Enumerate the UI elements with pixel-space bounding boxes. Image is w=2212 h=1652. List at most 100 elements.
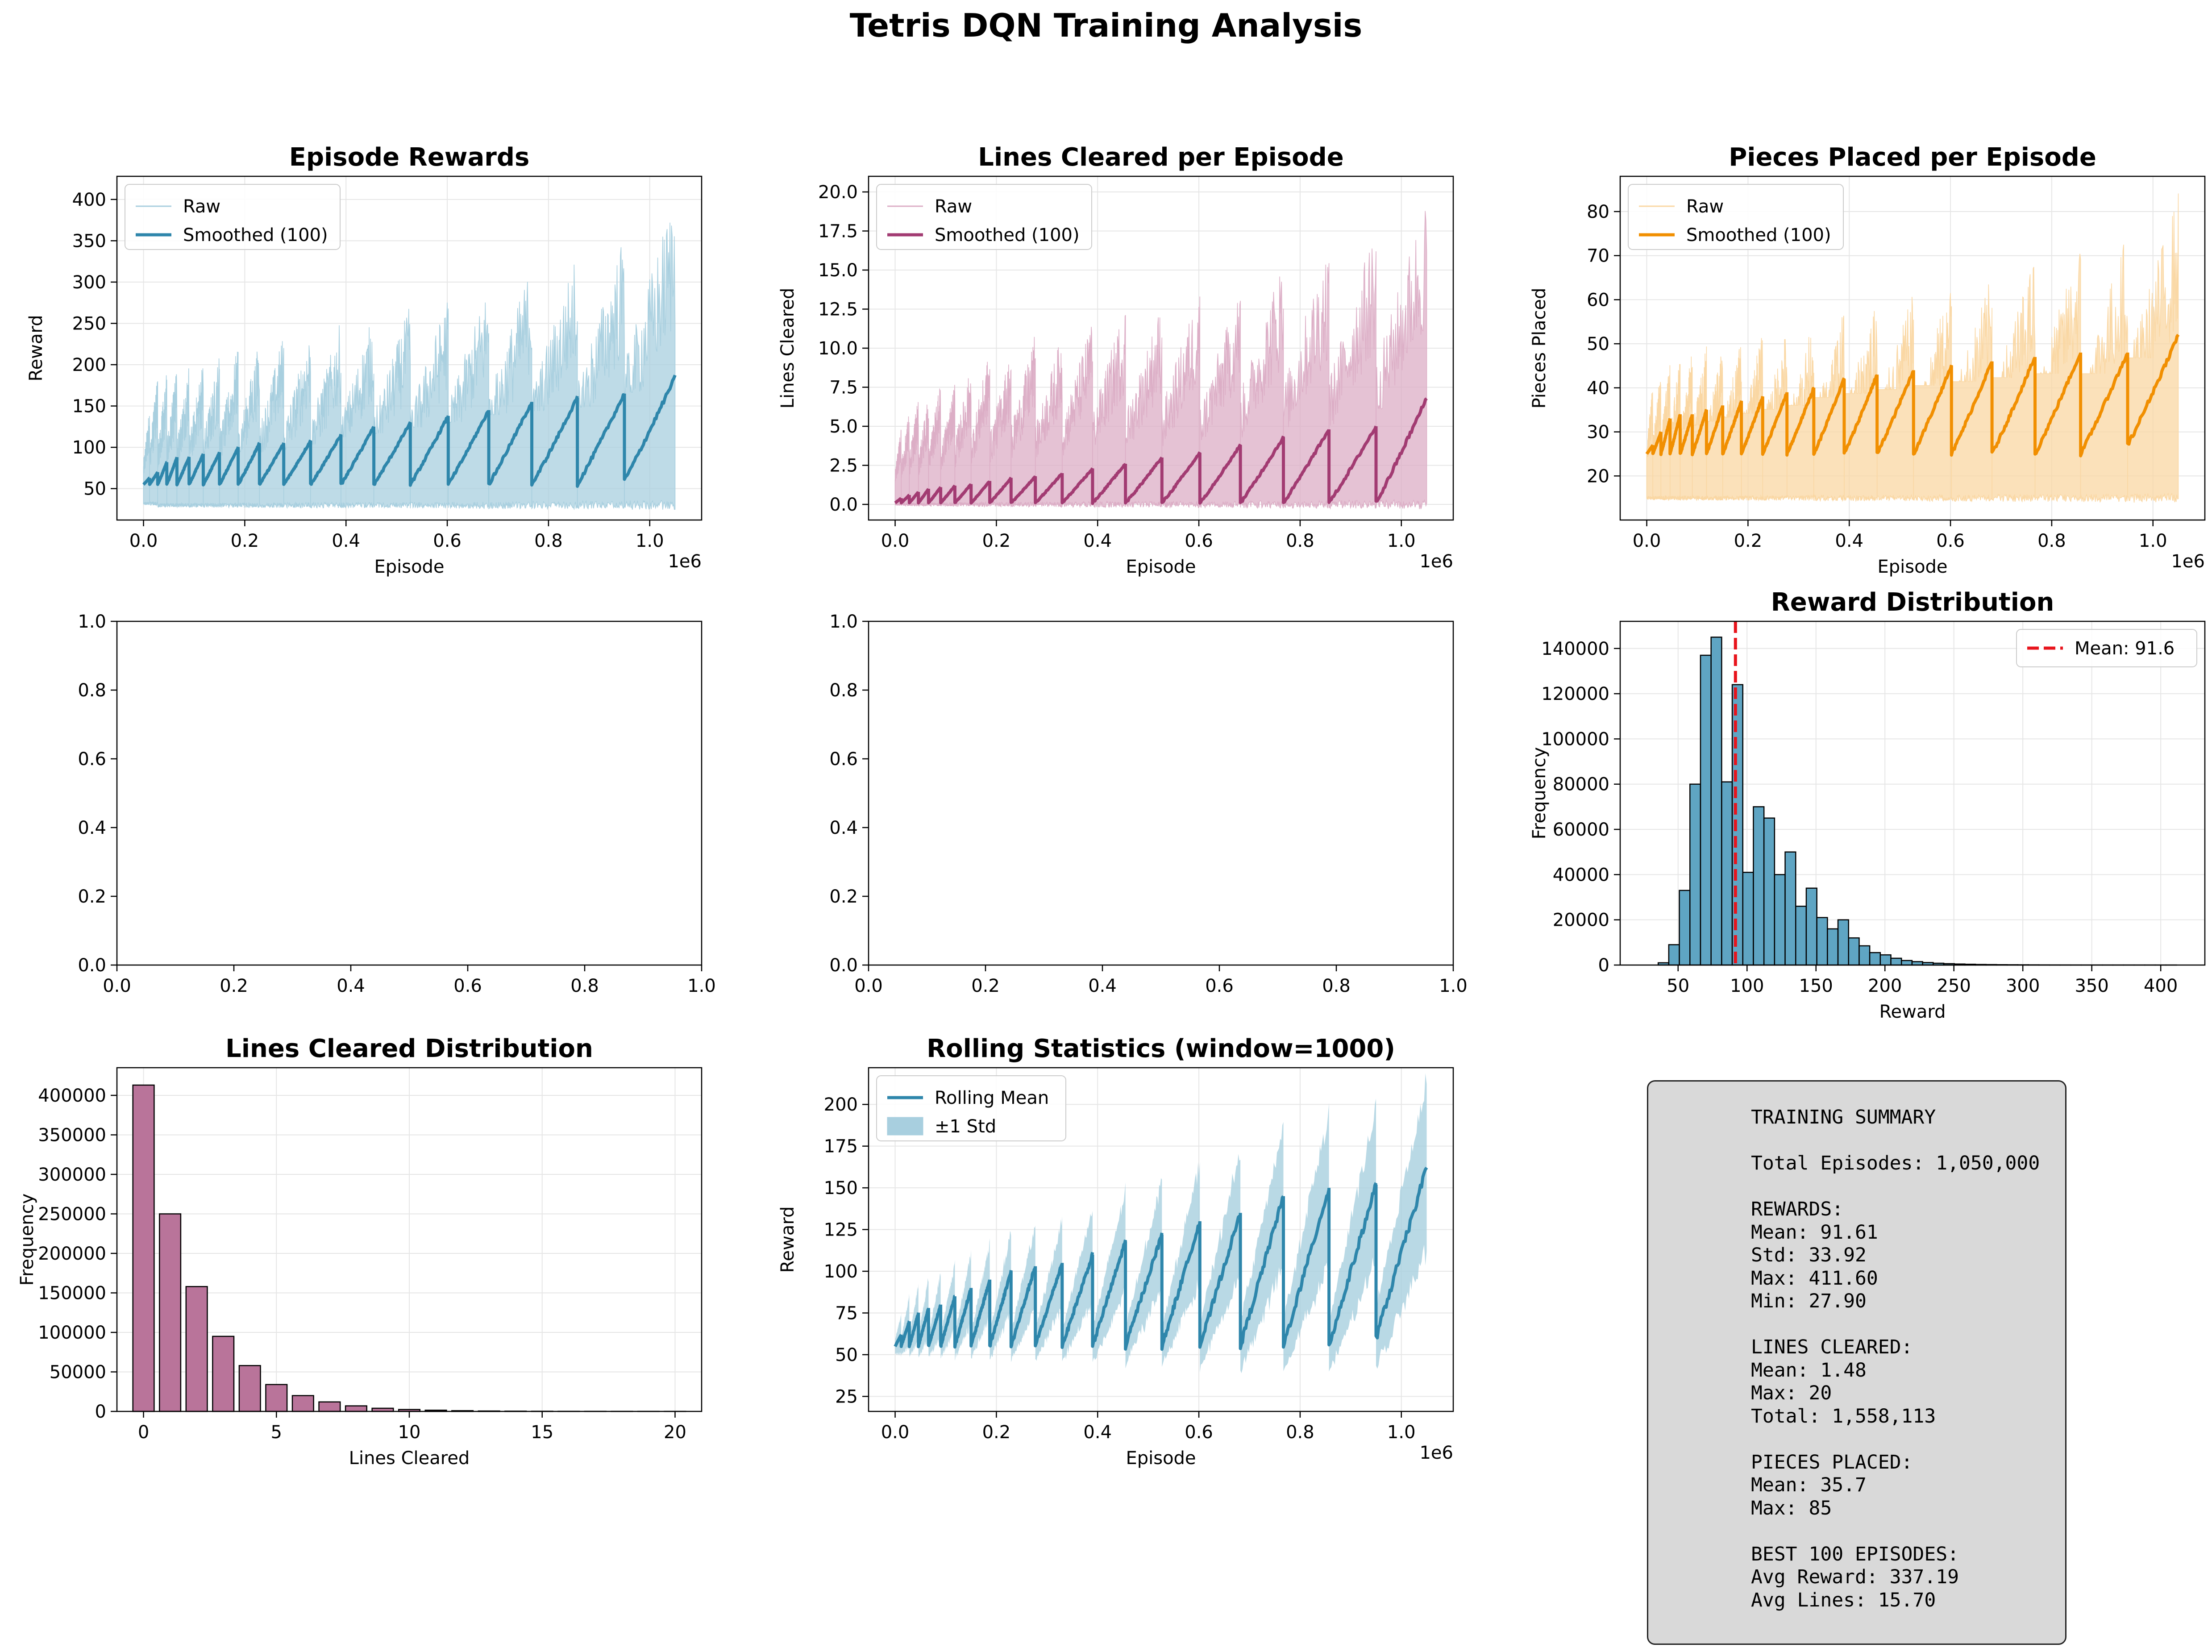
y-tick-label: 100 (72, 437, 106, 458)
y-tick-label: 125 (824, 1220, 858, 1240)
x-tick-label: 0.2 (231, 531, 259, 551)
summary-line: Min: 27.90 (1751, 1290, 1867, 1312)
y-tick-label: 0.8 (78, 680, 106, 701)
summary-line: Max: 20 (1751, 1382, 1832, 1404)
histogram-bar (1721, 781, 1733, 966)
std-band-segment-10 (1035, 1216, 1062, 1361)
x-tick-label: 10 (398, 1422, 421, 1443)
histogram-bar (1805, 887, 1817, 966)
y-tick-label: 0.6 (78, 749, 106, 770)
legend-frame (876, 1075, 1066, 1141)
smoothed-segment-16 (1990, 356, 2037, 454)
smoothed-segment-10 (282, 439, 312, 486)
x-offset-label: 1e6 (668, 551, 702, 572)
histogram-bar (1679, 890, 1691, 966)
smoothed-segment-12 (339, 425, 375, 485)
x-tick-label: 5 (271, 1422, 282, 1443)
y-axis-label: Reward (778, 1207, 798, 1273)
x-axis-label: Reward (1879, 1002, 1946, 1022)
smoothed-segment-7 (218, 446, 240, 486)
x-tick-label: 150 (1799, 976, 1833, 996)
x-tick-label: 0.4 (332, 531, 360, 551)
std-band-segment-16 (1240, 1122, 1284, 1373)
histogram-bar (212, 1336, 235, 1412)
x-tick-label: 0.2 (971, 976, 1000, 996)
summary-line: Total Episodes: 1,050,000 (1751, 1152, 2040, 1174)
histogram-bar (1816, 917, 1828, 966)
smoothed-segment-15 (446, 410, 490, 486)
raw-segment-11 (1062, 327, 1093, 508)
x-tick-label: 0.0 (881, 531, 910, 551)
y-tick-label: 0.0 (829, 495, 858, 515)
histogram-bar (1689, 783, 1701, 966)
x-tick-label: 0.8 (534, 531, 563, 551)
x-tick-label: 0.2 (982, 531, 1011, 551)
y-tick-label: 150 (824, 1178, 858, 1198)
mean-segment-9 (1009, 1266, 1037, 1348)
y-tick-label: 140000 (1541, 639, 1609, 659)
y-tick-label: 40000 (1553, 865, 1609, 885)
x-tick-label: 1.0 (2139, 531, 2167, 551)
x-tick-label: 0.0 (129, 531, 158, 551)
mean-segment-14 (1160, 1222, 1202, 1351)
smoothed-segment-13 (1875, 370, 1915, 454)
y-tick-label: 15.0 (818, 260, 858, 281)
figure-title: Tetris DQN Training Analysis (850, 7, 1363, 44)
legend-frame (1628, 184, 1844, 250)
summary-line: Avg Reward: 337.19 (1751, 1566, 1959, 1588)
chart-title: Pieces Placed per Episode (1729, 143, 2096, 172)
y-tick-label: 20000 (1553, 910, 1609, 931)
x-tick-label: 0.4 (1835, 531, 1863, 551)
x-tick-label: 100 (1730, 976, 1764, 996)
smoothed-segment-16 (487, 402, 533, 486)
x-tick-label: 200 (1868, 976, 1902, 996)
histogram-bar (1890, 957, 1902, 966)
smoothed-segment-3 (917, 487, 930, 505)
histogram-bar (1784, 851, 1796, 966)
y-tick-label: 300 (72, 272, 106, 293)
raw-segment-10 (1035, 347, 1063, 508)
summary-line: LINES CLEARED: (1751, 1336, 1913, 1358)
mean-segment-10 (1034, 1263, 1064, 1348)
y-tick-label: 0.0 (829, 955, 858, 976)
summary-line: PIECES PLACED: (1751, 1451, 1913, 1473)
smoothed-segment-14 (1160, 451, 1202, 504)
mean-segment-19 (1374, 1166, 1428, 1340)
y-tick-label: 350 (72, 231, 106, 251)
y-tick-label: 10.0 (818, 338, 858, 359)
mean-segment-12 (1091, 1239, 1127, 1348)
x-tick-label: 0.8 (1286, 531, 1314, 551)
raw-segment-17 (1283, 263, 1330, 509)
histogram-bar (1742, 872, 1754, 966)
histogram-bar (291, 1395, 314, 1412)
x-tick-label: 0.0 (881, 1422, 910, 1443)
histogram-bar (318, 1401, 341, 1412)
smoothed-segment-18 (576, 393, 625, 488)
y-tick-label: 0.8 (829, 680, 858, 701)
summary-line: TRAINING SUMMARY (1751, 1106, 1936, 1128)
y-tick-label: 7.5 (829, 378, 858, 398)
y-tick-label: 200 (824, 1094, 858, 1115)
smoothed-segment-8 (988, 476, 1013, 504)
x-tick-label: 0.0 (103, 976, 131, 996)
pieces-legend: Raw Smoothed (100) (1628, 184, 1844, 250)
histogram-bar (1774, 874, 1786, 966)
std-band-segment-15 (1200, 1154, 1241, 1373)
x-tick-label: 0.8 (1322, 976, 1351, 996)
pieces-smoothed-series (1645, 333, 2180, 458)
raw-segment-13 (1876, 297, 1914, 502)
histogram-bar (132, 1084, 155, 1412)
y-tick-label: 30 (1587, 422, 1609, 443)
std-band-segment-14 (1162, 1162, 1200, 1367)
raw-segment-7 (1722, 347, 1742, 501)
raw-segment-8 (1741, 338, 1763, 502)
mean-segment-8 (988, 1270, 1013, 1348)
y-tick-label: 17.5 (818, 221, 858, 242)
lines-legend: Raw Smoothed (100) (876, 184, 1092, 250)
smoothed-segment-14 (408, 415, 450, 487)
raw-segment-5 (1692, 346, 1707, 502)
std-band-segment-6 (955, 1250, 971, 1361)
histogram-bar (1827, 928, 1839, 966)
raw-segment-0 (143, 416, 150, 505)
raw-segment-1 (901, 416, 910, 507)
